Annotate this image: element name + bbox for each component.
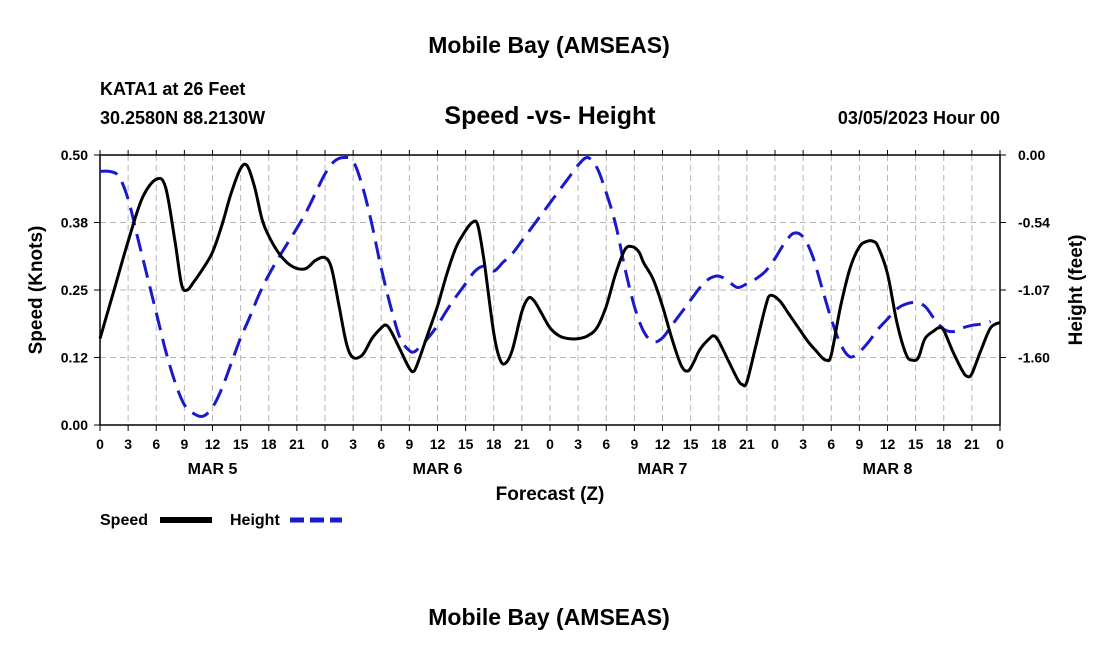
day-label: MAR 5	[188, 461, 238, 478]
x-tick-label: 15	[908, 436, 924, 452]
y-left-tick-label: 0.38	[61, 215, 88, 231]
x-tick-label: 18	[486, 436, 502, 452]
x-tick-label: 6	[377, 436, 385, 452]
legend-height-label: Height	[230, 512, 280, 529]
y-right-axis-title: Height (feet)	[1066, 235, 1087, 346]
x-tick-label: 21	[289, 436, 305, 452]
x-tick-label: 3	[799, 436, 807, 452]
x-tick-label: 0	[771, 436, 779, 452]
y-right-tick-label: -1.60	[1018, 350, 1050, 366]
station-coords: 30.2580N 88.2130W	[100, 108, 265, 128]
x-tick-label: 0	[996, 436, 1004, 452]
x-tick-label: 12	[880, 436, 896, 452]
x-tick-label: 9	[405, 436, 413, 452]
x-axis-title: Forecast (Z)	[496, 484, 605, 505]
x-tick-label: 18	[711, 436, 727, 452]
x-tick-label: 9	[180, 436, 188, 452]
axis-ticks: 0 3 6 9 12 15 18 21 0 3 6 9 12 15 18 21 0 3 6 9 12 15 18 21 0 3 6 9…	[61, 147, 1050, 478]
legend: Speed Height	[100, 512, 342, 529]
x-tick-label: 3	[349, 436, 357, 452]
x-tick-label: 12	[655, 436, 671, 452]
y-left-tick-label: 0.50	[61, 147, 88, 163]
height-series-line	[99, 155, 992, 418]
day-label: MAR 7	[638, 461, 688, 478]
station-label: KATA1 at 26 Feet	[100, 79, 245, 99]
x-tick-label: 6	[827, 436, 835, 452]
y-left-axis-title: Speed (Knots)	[26, 226, 47, 355]
x-tick-label: 15	[233, 436, 249, 452]
x-tick-label: 18	[936, 436, 952, 452]
x-tick-label: 12	[430, 436, 446, 452]
day-label: MAR 8	[863, 461, 913, 478]
x-tick-label: 0	[321, 436, 329, 452]
y-right-tick-label: -0.54	[1018, 215, 1050, 231]
speed-series-line	[98, 162, 1001, 388]
y-left-tick-label: 0.00	[61, 417, 88, 433]
x-tick-label: 21	[739, 436, 755, 452]
x-tick-label: 0	[96, 436, 104, 452]
x-tick-label: 9	[855, 436, 863, 452]
chart-subtitle: Speed -vs- Height	[444, 102, 656, 130]
day-label: MAR 6	[413, 461, 463, 478]
x-tick-label: 18	[261, 436, 277, 452]
x-tick-label: 21	[514, 436, 530, 452]
series-lines	[98, 155, 1001, 418]
x-tick-label: 3	[574, 436, 582, 452]
x-tick-label: 3	[124, 436, 132, 452]
x-tick-label: 9	[630, 436, 638, 452]
x-tick-label: 15	[683, 436, 699, 452]
y-left-tick-label: 0.25	[61, 282, 88, 298]
x-tick-label: 6	[152, 436, 160, 452]
y-right-tick-label: -1.07	[1018, 282, 1050, 298]
y-right-tick-label: 0.00	[1018, 147, 1045, 163]
x-tick-label: 0	[546, 436, 554, 452]
y-left-tick-label: 0.12	[61, 350, 88, 366]
x-tick-label: 15	[458, 436, 474, 452]
run-time: 03/05/2023 Hour 00	[838, 108, 1000, 128]
x-tick-label: 6	[602, 436, 610, 452]
footer-title: Mobile Bay (AMSEAS)	[428, 604, 670, 630]
legend-speed-label: Speed	[100, 512, 148, 529]
page-title: Mobile Bay (AMSEAS)	[428, 32, 670, 58]
grid-lines	[100, 154, 1000, 425]
x-tick-label: 12	[205, 436, 221, 452]
x-tick-label: 21	[964, 436, 980, 452]
